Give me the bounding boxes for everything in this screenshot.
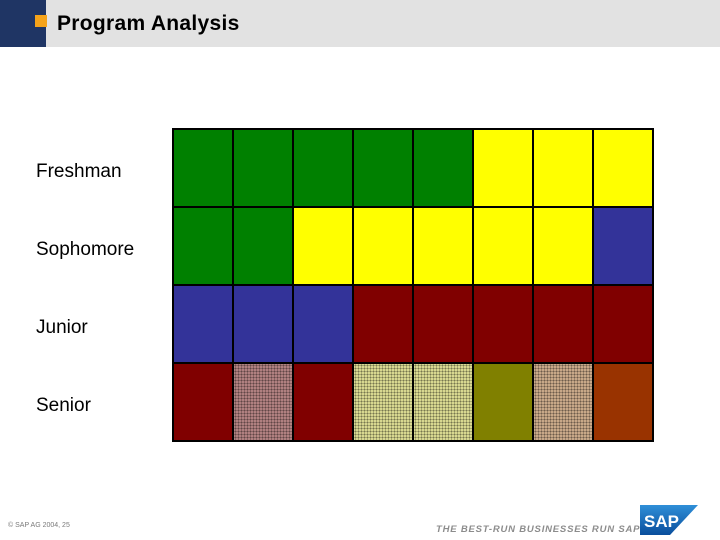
row-label-junior: Junior xyxy=(36,317,88,338)
grid-cell-maroon xyxy=(414,286,472,362)
grid-cell-maroon xyxy=(594,286,652,362)
grid-cell-yellow-dotted xyxy=(354,364,412,440)
grid-cell-maroon xyxy=(174,364,232,440)
grid-cell-yellow xyxy=(474,130,532,206)
grid-cell-rust xyxy=(594,364,652,440)
program-grid xyxy=(172,128,654,442)
sap-logo: SAP xyxy=(640,505,698,535)
grid-cell-maroon xyxy=(354,286,412,362)
grid-cell-yellow xyxy=(474,208,532,284)
grid-cell-blue xyxy=(594,208,652,284)
grid-cell-olive xyxy=(474,364,532,440)
grid-cell-tan-dotted xyxy=(534,364,592,440)
grid-cell-maroon xyxy=(294,364,352,440)
grid-cell-yellow xyxy=(534,208,592,284)
header-bar: Program Analysis xyxy=(0,0,720,47)
grid-cell-blue xyxy=(294,286,352,362)
grid-cell-green xyxy=(294,130,352,206)
copyright-text: © SAP AG 2004, 25 xyxy=(8,522,70,529)
grid-cell-green xyxy=(234,208,292,284)
grid-cell-yellow xyxy=(354,208,412,284)
grid-cell-maroon-dotted xyxy=(234,364,292,440)
grid-cell-yellow xyxy=(414,208,472,284)
grid-cell-yellow-dotted xyxy=(414,364,472,440)
grid-cell-green xyxy=(414,130,472,206)
grid-cell-green xyxy=(174,130,232,206)
row-label-senior: Senior xyxy=(36,395,91,416)
grid-cell-blue xyxy=(174,286,232,362)
grid-cell-green xyxy=(174,208,232,284)
grid-cell-yellow xyxy=(294,208,352,284)
row-label-freshman: Freshman xyxy=(36,161,122,182)
grid-cell-yellow xyxy=(534,130,592,206)
page-title: Program Analysis xyxy=(57,12,240,35)
grid-cell-maroon xyxy=(534,286,592,362)
grid-cell-maroon xyxy=(474,286,532,362)
grid-cell-yellow xyxy=(594,130,652,206)
grid-cell-green xyxy=(354,130,412,206)
tagline-text: THE BEST-RUN BUSINESSES RUN SAP xyxy=(436,524,641,535)
grid-cell-green xyxy=(234,130,292,206)
row-label-sophomore: Sophomore xyxy=(36,239,135,260)
sap-logo-text: SAP xyxy=(644,512,679,531)
title-bullet-icon xyxy=(35,15,47,27)
grid-cell-blue xyxy=(234,286,292,362)
